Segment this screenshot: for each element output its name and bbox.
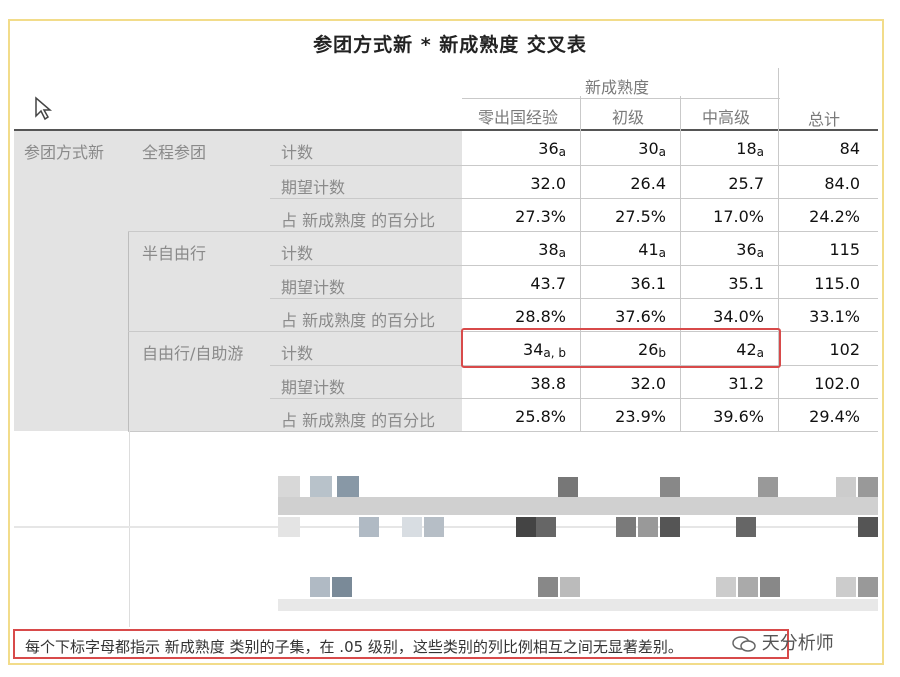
column-header-beginner: 初级 [612, 108, 645, 127]
table-cell: 30a [638, 139, 666, 159]
table-cell: 26.4 [630, 174, 666, 193]
watermark-text: 天分析师 [761, 633, 834, 654]
table-cell: 37.6% [615, 307, 666, 326]
table-cell: 29.4% [809, 407, 860, 426]
table-cell: 115 [829, 240, 860, 259]
watermark: 天分析师 [732, 629, 834, 655]
table-cell: 102 [829, 340, 860, 359]
table-cell: 32.0 [530, 174, 566, 193]
table-cell: 38a [538, 240, 566, 260]
row-label-count: 计数 [281, 344, 314, 363]
table-cell: 41a [638, 240, 666, 260]
table-cell: 25.8% [515, 407, 566, 426]
row-label-expected: 期望计数 [281, 378, 346, 397]
table-cell: 35.1 [728, 274, 764, 293]
header-bottom-line [14, 129, 878, 131]
column-group-header: 新成熟度 [585, 78, 650, 97]
table-cell: 32.0 [630, 374, 666, 393]
column-header-advanced: 中高级 [702, 108, 751, 127]
wechat-icon [732, 636, 756, 652]
group-label: 半自由行 [142, 244, 207, 263]
group-label: 自由行/自助游 [142, 344, 244, 363]
obscured-region [14, 431, 878, 627]
row-label-area [14, 131, 462, 431]
table-cell: 84.0 [824, 174, 860, 193]
row-label-count: 计数 [281, 143, 314, 162]
table-cell: 42a [736, 340, 764, 360]
row-label-percent: 占 新成熟度 的百分比 [281, 411, 436, 430]
table-cell: 24.2% [809, 207, 860, 226]
mouse-cursor-icon [35, 96, 53, 121]
table-cell: 34a, b [523, 340, 566, 360]
row-label-expected: 期望计数 [281, 178, 346, 197]
table-cell: 39.6% [713, 407, 764, 426]
header-divider [462, 98, 780, 99]
table-cell: 36.1 [630, 274, 666, 293]
row-label-count: 计数 [281, 244, 314, 263]
table-title: 参团方式新 * 新成熟度 交叉表 [313, 34, 587, 56]
column-header-none: 零出国经验 [478, 108, 559, 127]
table-cell: 115.0 [814, 274, 860, 293]
row-label-percent: 占 新成熟度 的百分比 [281, 311, 436, 330]
table-cell: 36a [538, 139, 566, 159]
table-cell: 33.1% [809, 307, 860, 326]
table-cell: 23.9% [615, 407, 666, 426]
column-header-total: 总计 [808, 110, 841, 129]
table-cell: 27.3% [515, 207, 566, 226]
table-cell: 27.5% [615, 207, 666, 226]
table-cell: 31.2 [728, 374, 764, 393]
row-group-label: 参团方式新 [24, 143, 105, 162]
table-cell: 18a [736, 139, 764, 159]
highlight-box [461, 328, 781, 368]
table-cell: 38.8 [530, 374, 566, 393]
table-cell: 25.7 [728, 174, 764, 193]
table-cell: 84 [839, 139, 860, 158]
row-label-expected: 期望计数 [281, 278, 346, 297]
group-label: 全程参团 [142, 143, 207, 162]
table-cell: 102.0 [814, 374, 860, 393]
footnote: 每个下标字母都指示 新成熟度 类别的子集，在 .05 级别，这些类别的列比例相互… [13, 629, 789, 659]
table-cell: 43.7 [530, 274, 566, 293]
table-cell: 36a [736, 240, 764, 260]
table-cell: 34.0% [713, 307, 764, 326]
table-cell: 17.0% [713, 207, 764, 226]
table-cell: 26b [638, 340, 666, 360]
row-label-percent: 占 新成熟度 的百分比 [281, 211, 436, 230]
table-cell: 28.8% [515, 307, 566, 326]
